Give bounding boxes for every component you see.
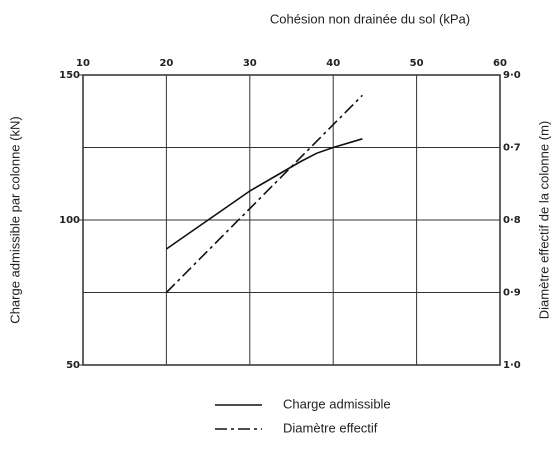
y-tick-label: 100 bbox=[59, 215, 80, 226]
y2-tick-label: 0·8 bbox=[503, 215, 521, 226]
x-axis-label: Cohésion non drainée du sol (kPa) bbox=[270, 11, 470, 26]
x-tick-label: 60 bbox=[493, 58, 507, 69]
y-tick-label: 50 bbox=[66, 360, 80, 371]
y-tick-label: 150 bbox=[59, 70, 80, 81]
y-axis-label: Charge admissible par colonne (kN) bbox=[7, 116, 22, 323]
legend-label: Charge admissible bbox=[283, 396, 391, 411]
x-tick-label: 50 bbox=[410, 58, 424, 69]
y2-tick-label: 0·9 bbox=[503, 288, 521, 299]
y2-tick-label: 1·0 bbox=[503, 360, 521, 371]
y2-axis-label: Diamètre effectif de la colonne (m) bbox=[536, 121, 551, 319]
y2-tick-label: 0·7 bbox=[503, 143, 521, 154]
x-tick-label: 20 bbox=[159, 58, 173, 69]
line bbox=[165, 138, 363, 250]
x-tick-label: 40 bbox=[326, 58, 340, 69]
x-tick-label: 30 bbox=[243, 58, 257, 69]
x-tick-label: 10 bbox=[76, 58, 90, 69]
legend-label: Diamètre effectif bbox=[283, 420, 378, 435]
y2-tick-label: 9·0 bbox=[503, 70, 521, 81]
line bbox=[165, 94, 363, 294]
